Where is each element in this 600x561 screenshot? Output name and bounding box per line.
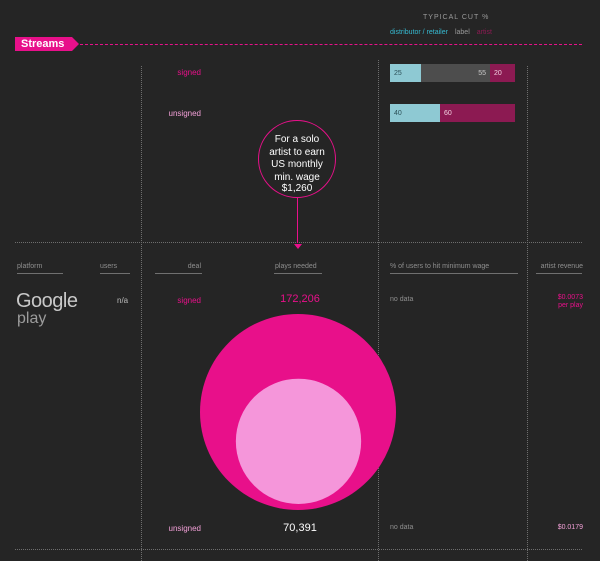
cut-seg-distributor-signed: 25 — [390, 64, 422, 82]
google-play-logo: Google — [16, 290, 78, 312]
typical-cut-title: TYPICAL CUT % — [423, 14, 490, 21]
deal-label-signed-top: signed — [177, 68, 201, 77]
callout-arrowhead — [294, 244, 302, 249]
plays-needed-signed: 172,206 — [280, 293, 320, 305]
deal-label-unsigned-top: unsigned — [168, 109, 201, 118]
pct-users-signed: no data — [390, 296, 414, 303]
artist-revenue-signed-value: $0.0073 — [557, 294, 583, 301]
col-pct-users: % of users to hit minimum wage — [390, 263, 490, 270]
google-play-logo-play: play — [17, 310, 47, 327]
plays-needed-unsigned: 70,391 — [283, 522, 317, 534]
cut-seg-label-signed: 55 — [421, 64, 490, 82]
cut-bar-unsigned: 40 60 — [390, 104, 515, 122]
callout-text: For a solo artist to earn US monthly min… — [269, 134, 325, 183]
col-deal: deal — [187, 263, 201, 270]
artist-revenue-signed-unit: per play — [558, 302, 583, 309]
artist-revenue-signed: $0.0073 per play — [558, 294, 583, 310]
grid-hline-2 — [15, 549, 582, 550]
callout-pointer — [297, 198, 298, 243]
section-divider — [80, 44, 582, 45]
col-users: users — [100, 263, 118, 270]
deal-label-unsigned: unsigned — [168, 524, 201, 533]
cut-seg-artist-unsigned: 60 — [440, 104, 515, 122]
bubble-unsigned — [235, 378, 362, 504]
col-platform: platform — [17, 263, 43, 270]
legend: distributor / retailer label artist — [390, 29, 492, 36]
legend-distributor: distributor / retailer — [390, 29, 448, 36]
users-value: n/a — [117, 296, 129, 305]
col-artist-revenue: artist revenue — [540, 263, 583, 270]
cut-seg-artist-signed: 20 — [490, 64, 515, 82]
legend-artist: artist — [476, 29, 492, 36]
deal-label-signed: signed — [177, 296, 201, 305]
grid-vline-3 — [527, 66, 528, 561]
section-tag-streams: Streams — [15, 37, 80, 51]
cut-bar-signed: 25 55 20 — [390, 64, 515, 82]
min-wage-callout: For a solo artist to earn US monthly min… — [258, 120, 336, 198]
callout-amount: $1,260 — [281, 183, 313, 194]
grid-hline-1 — [15, 242, 582, 243]
legend-label: label — [454, 29, 470, 36]
col-plays-needed: plays needed — [275, 263, 317, 270]
artist-revenue-unsigned: $0.0179 — [557, 524, 583, 531]
grid-vline-2 — [378, 60, 379, 561]
grid-vline-1 — [141, 66, 142, 561]
pct-users-unsigned: no data — [390, 524, 414, 531]
cut-seg-distributor-unsigned: 40 — [390, 104, 440, 122]
